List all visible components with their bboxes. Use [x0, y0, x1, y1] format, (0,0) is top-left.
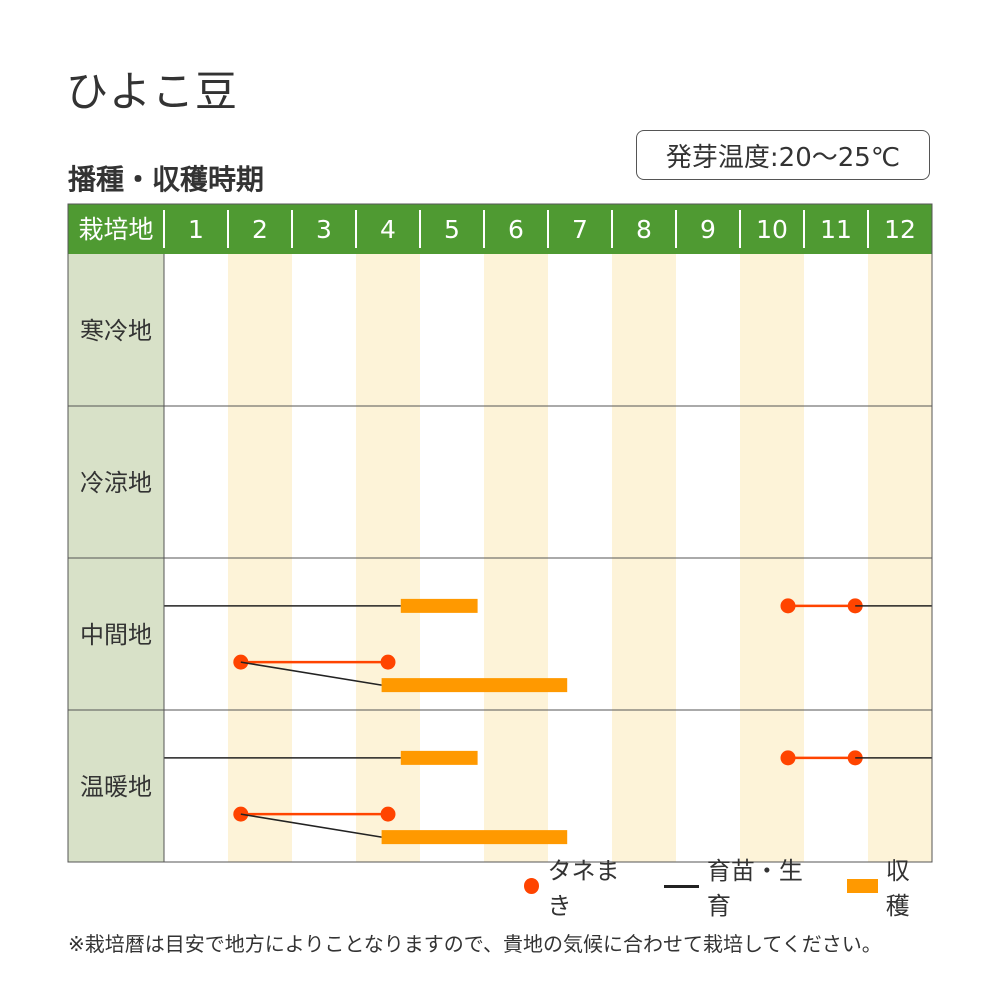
footnote: ※栽培暦は目安で地方によりことなりますので、貴地の気候に合わせて栽培してください…: [68, 932, 882, 956]
month-label: 8: [636, 215, 652, 244]
harvest-bar-icon: [846, 879, 878, 893]
growing-line: [240, 661, 382, 686]
month-label: 4: [380, 215, 396, 244]
harvest-bar: [381, 830, 568, 845]
harvest-bar: [400, 750, 478, 765]
sowing-dot: [380, 654, 396, 670]
legend-label-sowing: タネまき: [547, 857, 620, 920]
growing-line: [240, 813, 382, 838]
region-label: 寒冷地: [80, 317, 152, 345]
header-row: [68, 204, 932, 254]
page-title: ひよこ豆: [66, 67, 239, 116]
month-label: 7: [572, 215, 588, 244]
header-label: 栽培地: [78, 215, 153, 244]
sowing-dot: [780, 750, 796, 766]
growing-line-icon: [664, 884, 699, 888]
harvest-bar: [381, 678, 568, 693]
sowing-dot-icon: [524, 878, 540, 894]
chart-subtitle: 播種・収穫時期: [68, 163, 265, 196]
month-label: 9: [700, 215, 716, 244]
month-label: 6: [508, 215, 524, 244]
harvest-bar: [400, 598, 478, 613]
month-label: 10: [756, 215, 788, 244]
chart-frame: [67, 203, 933, 863]
sowing-dot: [780, 598, 796, 614]
region-label: 温暖地: [80, 773, 152, 801]
region-label: 冷涼地: [80, 469, 152, 497]
month-label: 5: [444, 215, 460, 244]
legend-item-growing: 育苗・生育: [664, 851, 823, 921]
region-label: 中間地: [80, 621, 152, 649]
month-label: 2: [252, 215, 268, 244]
legend-item-sowing: タネまき: [524, 851, 640, 921]
month-label: 3: [316, 215, 332, 244]
germination-temperature-badge: 発芽温度:20〜25℃: [636, 130, 930, 180]
legend-label-growing: 育苗・生育: [706, 857, 803, 920]
sowing-dot: [380, 806, 396, 822]
month-label: 1: [188, 215, 204, 244]
chart-legend: タネまき 育苗・生育 収穫: [500, 857, 932, 920]
legend-item-harvest: 収穫: [846, 851, 932, 921]
month-label: 12: [884, 215, 916, 244]
legend-label-harvest: 収穫: [885, 857, 910, 920]
month-label: 11: [820, 215, 852, 244]
